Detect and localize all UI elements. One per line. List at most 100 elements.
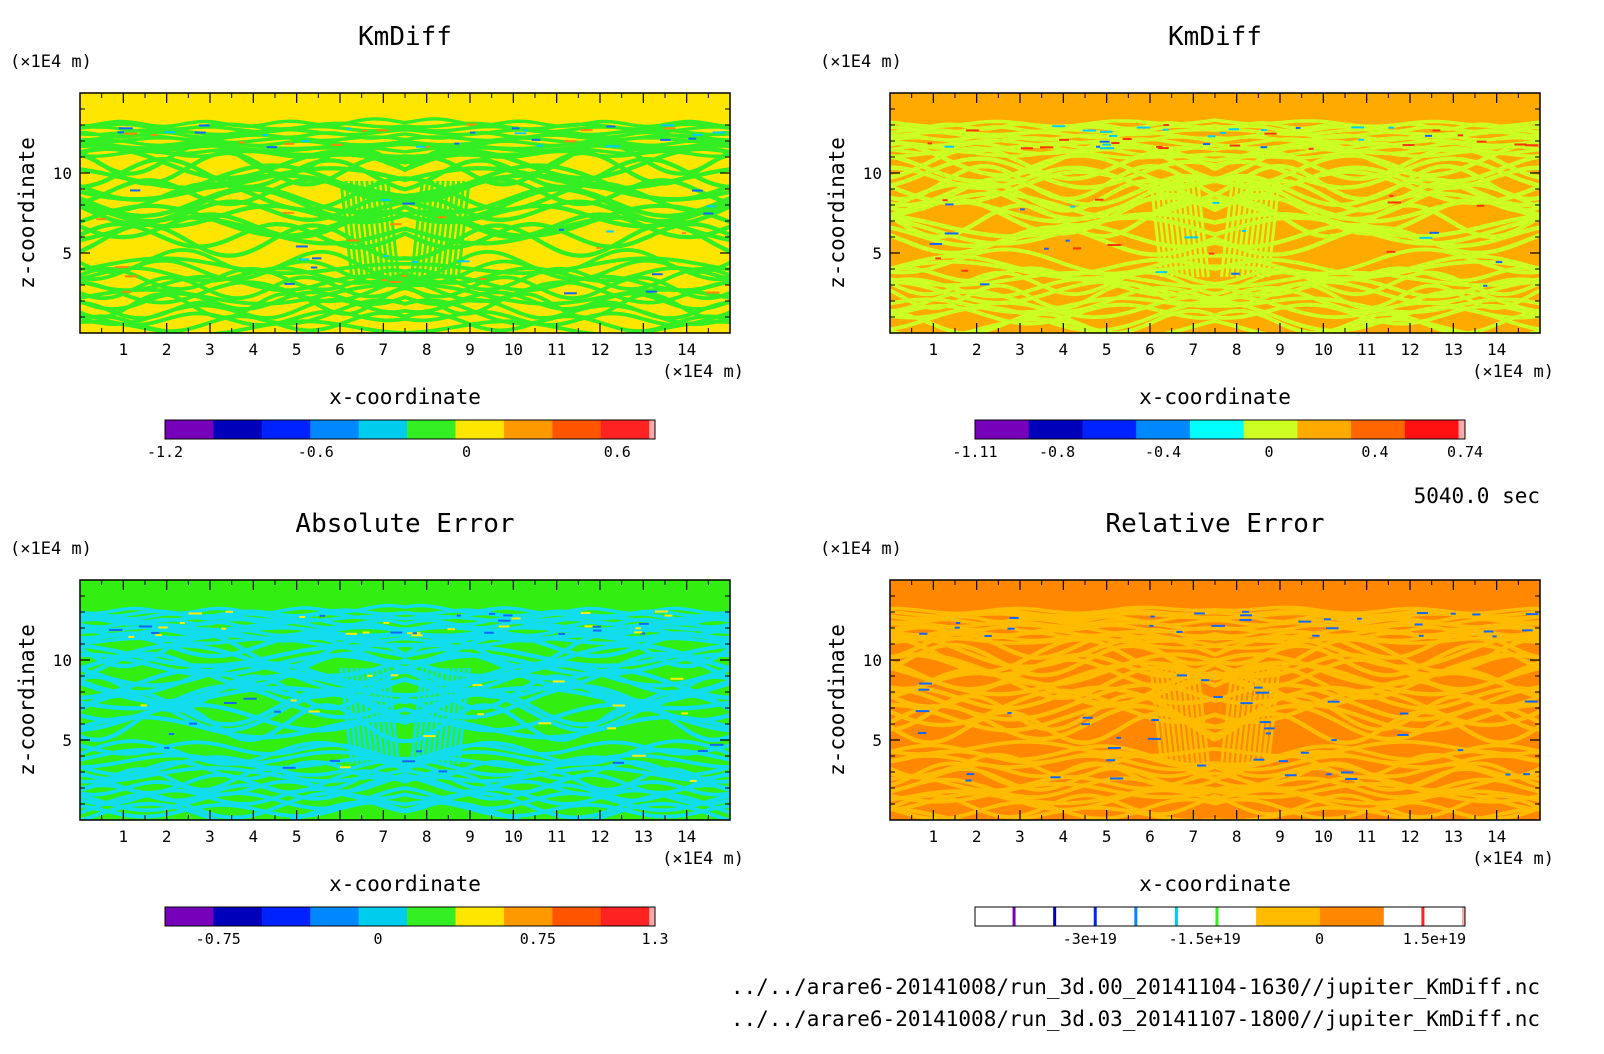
colorbar-segment	[261, 420, 311, 439]
plume-stripe	[354, 667, 369, 765]
field-feature	[502, 619, 511, 622]
colorbar-segment	[213, 907, 263, 926]
contour-band	[80, 692, 730, 733]
plume-stripe	[1149, 180, 1164, 278]
colorbar-segment	[1134, 907, 1138, 926]
colorbar-segment	[649, 907, 656, 926]
contour-band	[80, 632, 730, 669]
x-axis-label: x-coordinate	[329, 872, 481, 896]
contour-band	[80, 685, 730, 711]
colorbar-segment	[1243, 420, 1298, 439]
field-feature	[552, 680, 565, 683]
field-feature	[709, 743, 724, 746]
field-feature	[390, 674, 399, 677]
field-feature	[919, 632, 928, 635]
field-feature	[295, 245, 308, 248]
field-feature	[284, 282, 295, 285]
plume-stripe	[1170, 667, 1184, 765]
field-feature	[331, 143, 343, 146]
field-feature	[1150, 615, 1155, 618]
contour-band	[80, 150, 730, 187]
plume-stripe	[415, 667, 430, 765]
y-axis-label: z-coordinate	[15, 624, 39, 776]
field-feature	[239, 141, 245, 144]
field-feature	[1402, 144, 1415, 147]
colorbar-tick-label: 0	[462, 443, 471, 461]
x-tick-label: 13	[634, 340, 653, 359]
field-feature	[472, 684, 483, 687]
colorbar-segment	[1297, 420, 1352, 439]
field-feature	[1264, 727, 1275, 730]
plume-stripe	[1170, 180, 1184, 278]
field-feature	[1194, 612, 1205, 615]
plume-stripe	[1235, 667, 1250, 765]
field-feature	[1397, 733, 1409, 736]
field-feature	[1136, 126, 1150, 129]
plume-stripe	[1185, 667, 1200, 765]
field-feature	[282, 766, 296, 769]
field-feature	[1095, 198, 1104, 201]
plume-stripe	[1251, 180, 1266, 278]
contour-band	[80, 298, 730, 327]
field-feature	[301, 140, 310, 143]
colorbar-segment	[1082, 420, 1137, 439]
contour-band	[890, 605, 1540, 616]
field-feature	[221, 627, 226, 630]
colorbar-segment	[1137, 907, 1176, 926]
contour-band	[80, 141, 730, 177]
field-feature	[189, 722, 198, 725]
contour-band	[80, 628, 730, 641]
plume-stripe	[1261, 667, 1276, 765]
colorbar-tick-label: 0.74	[1447, 443, 1483, 461]
plume-stripe	[339, 667, 354, 765]
heatmap-field	[80, 580, 730, 820]
field-feature	[1429, 231, 1439, 234]
x-tick-label: 6	[335, 340, 345, 359]
field-feature	[655, 610, 668, 613]
plume-stripe	[446, 667, 461, 765]
field-feature	[339, 766, 351, 769]
field-feature	[262, 134, 268, 137]
contour-band	[890, 270, 1540, 289]
x-tick-label: 13	[1444, 827, 1463, 846]
heatmap-field	[890, 580, 1540, 820]
field-feature	[1156, 145, 1163, 148]
field-feature	[564, 140, 577, 143]
field-feature	[1020, 208, 1025, 211]
colorbar-segment	[1218, 907, 1257, 926]
plume-stripe	[386, 180, 400, 278]
contour-band	[80, 256, 730, 275]
field-feature	[155, 634, 162, 637]
field-feature	[1483, 630, 1494, 633]
field-feature	[1457, 749, 1464, 752]
contour-band	[890, 156, 1540, 190]
field-feature	[651, 273, 663, 276]
x-tick-label: 5	[1102, 827, 1112, 846]
field-feature	[164, 746, 170, 749]
x-tick-label: 11	[547, 340, 566, 359]
contour-band	[80, 684, 730, 723]
colorbar-segment	[310, 907, 359, 926]
field-feature	[1070, 205, 1076, 208]
field-feature	[640, 632, 646, 635]
colorbar-tick-label: 0.4	[1361, 443, 1388, 461]
contour-band	[80, 769, 730, 795]
field-feature	[298, 258, 310, 261]
contour-band	[80, 617, 730, 627]
field-feature	[402, 202, 415, 205]
field-feature	[1009, 616, 1019, 619]
plume-stripe	[380, 180, 395, 278]
field-feature	[1386, 250, 1396, 253]
contour-band	[80, 740, 730, 762]
plume-stripe	[425, 667, 440, 765]
field-feature	[1255, 691, 1270, 694]
field-feature	[1096, 145, 1101, 148]
y-tick-label: 10	[863, 164, 882, 183]
contour-band	[890, 282, 1540, 311]
colorbar-tick-label: 0	[1315, 930, 1324, 948]
contour-band	[80, 266, 730, 292]
field-feature	[447, 628, 455, 631]
field-feature	[423, 735, 436, 738]
panel-relative-error: Relative Error (×1E4 m) (×1E4 m) x-coord…	[820, 509, 1554, 948]
contour-band	[890, 631, 1540, 643]
